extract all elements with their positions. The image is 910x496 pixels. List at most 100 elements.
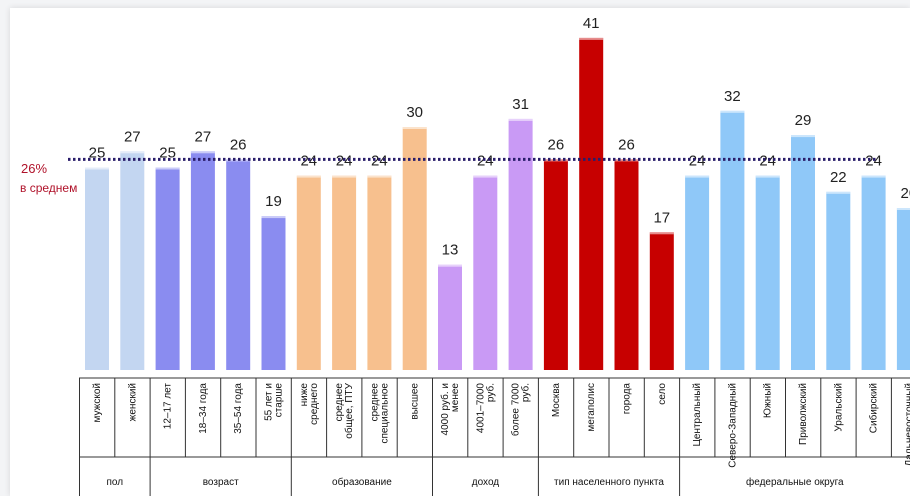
bar xyxy=(826,191,851,370)
bar-highlight xyxy=(296,175,321,178)
bar-chart: 26% в среднем 25 27 25 27 26 19 24 24 24 30 13 24 31… xyxy=(20,15,910,496)
group-label: тип населенного пункта xyxy=(554,477,664,488)
tick-label: 18–34 года xyxy=(198,383,209,434)
bar-highlight xyxy=(649,232,674,235)
value-label: 24 xyxy=(300,153,317,170)
tick-label: высшее xyxy=(410,383,421,420)
bar xyxy=(85,167,109,370)
bar xyxy=(649,232,674,370)
bar-highlight xyxy=(473,175,498,178)
bar xyxy=(438,264,462,370)
bar-highlight xyxy=(720,110,745,113)
bar-highlight xyxy=(367,175,392,178)
group-label: федеральные округа xyxy=(746,476,844,488)
value-label: 19 xyxy=(265,193,282,210)
bar-highlight xyxy=(155,167,180,170)
bar xyxy=(402,127,427,370)
bar xyxy=(190,151,215,370)
value-label: 32 xyxy=(724,88,741,105)
bar xyxy=(896,208,910,370)
bar xyxy=(473,175,498,370)
tick-label: более 7000 xyxy=(510,383,522,436)
bar-highlight xyxy=(791,135,815,138)
tick-label: Сибирский xyxy=(868,383,880,433)
tick-label: Южный xyxy=(763,383,774,418)
bar xyxy=(508,118,533,371)
bar xyxy=(261,216,286,370)
tick-label: руб. xyxy=(520,383,532,402)
tick-label: 55 лет и xyxy=(264,383,275,421)
bar xyxy=(332,175,357,370)
tick-label: специальное xyxy=(379,383,390,444)
tick-label: мегаполис xyxy=(586,383,597,432)
tick-label: 4001–7000 xyxy=(475,383,486,433)
tick-label: старше xyxy=(274,383,285,418)
bar xyxy=(720,110,745,371)
tick-label: Приволжский xyxy=(798,383,809,445)
bar xyxy=(155,167,180,370)
group-label: образование xyxy=(332,476,392,488)
tick-label: мужской xyxy=(92,383,103,422)
value-label: 13 xyxy=(442,242,459,259)
bar-highlight xyxy=(120,151,145,154)
group-label: возраст xyxy=(203,477,239,488)
bar xyxy=(296,175,321,370)
value-label: 24 xyxy=(689,153,706,170)
tick-label: женский xyxy=(127,383,138,421)
average-caption-label: в среднем xyxy=(20,181,77,195)
bar xyxy=(614,159,639,370)
bar-highlight xyxy=(508,118,533,121)
bar xyxy=(861,175,886,370)
bar-highlight xyxy=(332,175,357,178)
bar xyxy=(543,159,568,370)
tick-label: среднее xyxy=(334,383,345,422)
bar-highlight xyxy=(543,159,568,162)
bar-highlight xyxy=(755,175,780,178)
tick-label: менее xyxy=(450,383,461,413)
value-label: 24 xyxy=(477,153,494,170)
value-label: 24 xyxy=(865,153,882,170)
value-label: 26 xyxy=(548,136,565,153)
value-label: 27 xyxy=(195,128,212,145)
bar-highlight xyxy=(896,208,910,210)
value-label: 22 xyxy=(830,169,847,186)
bar xyxy=(685,175,710,370)
value-label: 25 xyxy=(159,145,176,162)
bar-highlight xyxy=(402,127,427,129)
bar-highlight xyxy=(826,191,851,194)
tick-label: руб. xyxy=(484,383,496,402)
value-label: 26 xyxy=(618,136,635,153)
value-label: 20 xyxy=(901,185,910,202)
value-label: 31 xyxy=(512,96,529,113)
bar xyxy=(755,175,780,370)
bar-highlight xyxy=(614,159,639,162)
tick-label: среднее xyxy=(369,383,380,422)
value-label: 24 xyxy=(336,153,353,170)
tick-label: среднего xyxy=(309,383,320,425)
value-label: 17 xyxy=(653,209,670,226)
tick-label: города xyxy=(622,383,633,415)
bar xyxy=(791,135,815,370)
tick-label: Дальневосточный xyxy=(904,383,910,467)
tick-label: 35–54 года xyxy=(233,383,244,434)
value-label: 24 xyxy=(759,153,776,170)
tick-label: общее, ПТУ xyxy=(343,382,355,438)
value-label: 30 xyxy=(406,104,423,121)
tick-label: Уральский xyxy=(833,383,844,432)
chart-frame: 26% в среднем 25 27 25 27 26 19 24 24 24 30 13 24 31… xyxy=(10,8,910,496)
value-label: 25 xyxy=(89,145,106,162)
group-label: пол xyxy=(107,477,124,488)
value-label: 27 xyxy=(124,128,141,145)
bar xyxy=(579,37,604,371)
value-label: 26 xyxy=(230,136,247,153)
bar xyxy=(226,159,251,370)
value-label: 29 xyxy=(795,112,812,129)
average-percent-label: 26% xyxy=(21,161,47,176)
value-label: 24 xyxy=(371,153,388,170)
tick-label: Центральный xyxy=(692,383,703,447)
tick-label: ниже xyxy=(299,383,310,407)
bar-highlight xyxy=(85,167,109,170)
value-label: 41 xyxy=(583,15,600,32)
tick-label: Москва xyxy=(551,383,562,418)
tick-label: село xyxy=(657,383,668,405)
